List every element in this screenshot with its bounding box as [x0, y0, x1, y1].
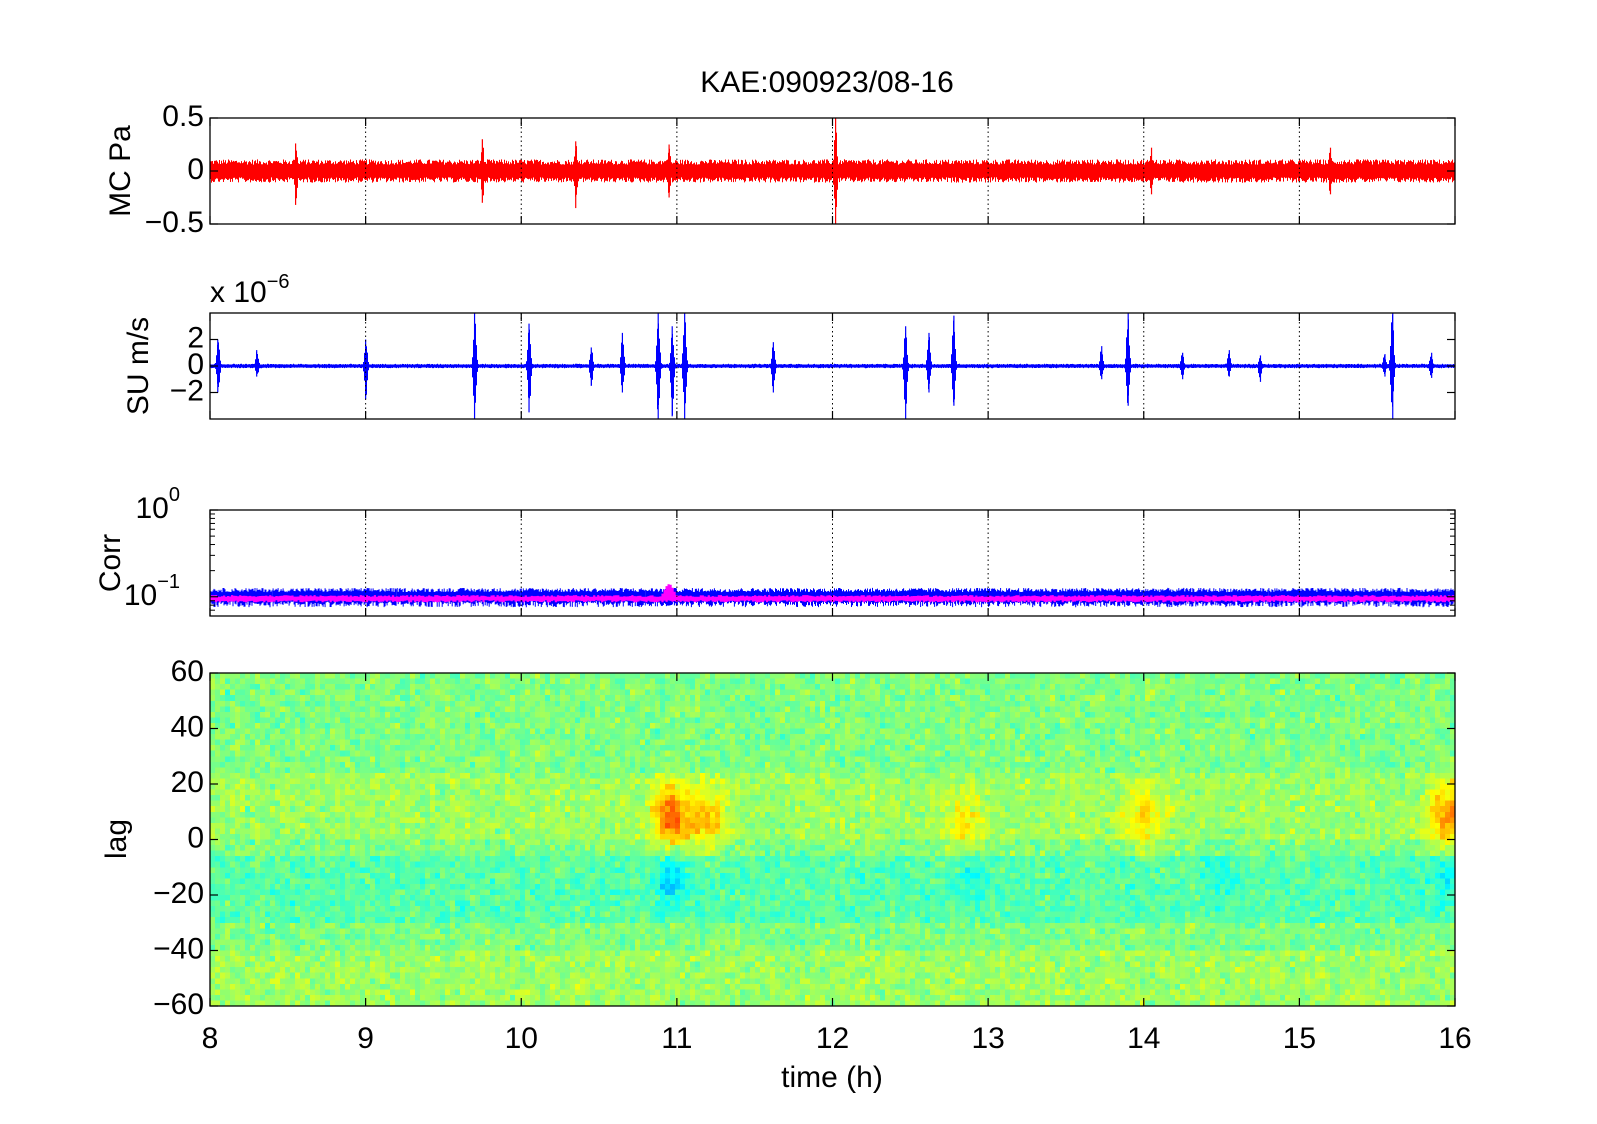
x-tick-label: 10 [505, 1022, 538, 1055]
x-tick-label: 15 [1283, 1022, 1316, 1055]
y-tick-label: 0 [187, 348, 204, 381]
corr-plot-area [210, 584, 1455, 608]
y-tick-label: 10−1 [124, 571, 180, 612]
y-tick-label: −60 [153, 988, 204, 1021]
x-tick-label: 16 [1438, 1022, 1471, 1055]
y-tick-label: 40 [171, 710, 204, 743]
su-ticks: −202 [170, 313, 1456, 419]
x-tick-label: 12 [816, 1022, 849, 1055]
mc-ticks: −0.5 0 0.5 [145, 100, 1456, 239]
x-tick-label: 13 [971, 1022, 1004, 1055]
y-tick-label: −0.5 [145, 206, 204, 239]
su-exponent: x 10−6 [210, 271, 290, 309]
lag-ticks: 8 9 10 11 12 13 14 15 16 −60 −40 −20 0 20 40 60 [153, 655, 1472, 1055]
lag-ylabel: lag [100, 819, 133, 859]
corr-ticks: 10−1 100 [124, 484, 1456, 617]
x-tick-label: 14 [1127, 1022, 1160, 1055]
y-tick-label: −40 [153, 932, 204, 965]
panel-corr: 10−1 100 Corr [94, 484, 1456, 617]
y-tick-label: 2 [187, 321, 204, 354]
y-tick-label: 0.5 [162, 100, 204, 133]
x-tick-label: 11 [661, 1022, 692, 1055]
x-tick-label: 9 [357, 1022, 374, 1055]
corr-ylabel: Corr [94, 534, 127, 592]
heatmap-cells [210, 673, 1456, 1007]
x-axis-label: time (h) [781, 1061, 883, 1094]
mc-plot-area [210, 118, 1455, 224]
panel-mc: −0.5 0 0.5 MC Pa [104, 100, 1456, 239]
y-tick-label: 60 [171, 655, 204, 688]
x-tick-label: 8 [202, 1022, 219, 1055]
su-ylabel: SU m/s [122, 317, 155, 415]
y-tick-label: −2 [170, 374, 204, 407]
panel-su: −202 x 10−6 SU m/s [122, 271, 1456, 420]
lag-heatmap [210, 673, 1456, 1007]
su-plot-area [210, 313, 1455, 419]
y-tick-label: 0 [187, 821, 204, 854]
series-mc [210, 118, 1455, 224]
figure-title: KAE:090923/08-16 [700, 66, 954, 99]
y-tick-label: 0 [187, 153, 204, 186]
y-tick-label: 20 [171, 766, 204, 799]
corr-series-1 [210, 584, 1455, 603]
series-su [210, 313, 1455, 419]
panel-lag: 8 9 10 11 12 13 14 15 16 −60 −40 −20 0 20 40 60 lag [100, 655, 1472, 1055]
mc-ylabel: MC Pa [104, 125, 137, 217]
y-tick-label: 100 [136, 484, 181, 525]
y-tick-label: −20 [153, 877, 204, 910]
